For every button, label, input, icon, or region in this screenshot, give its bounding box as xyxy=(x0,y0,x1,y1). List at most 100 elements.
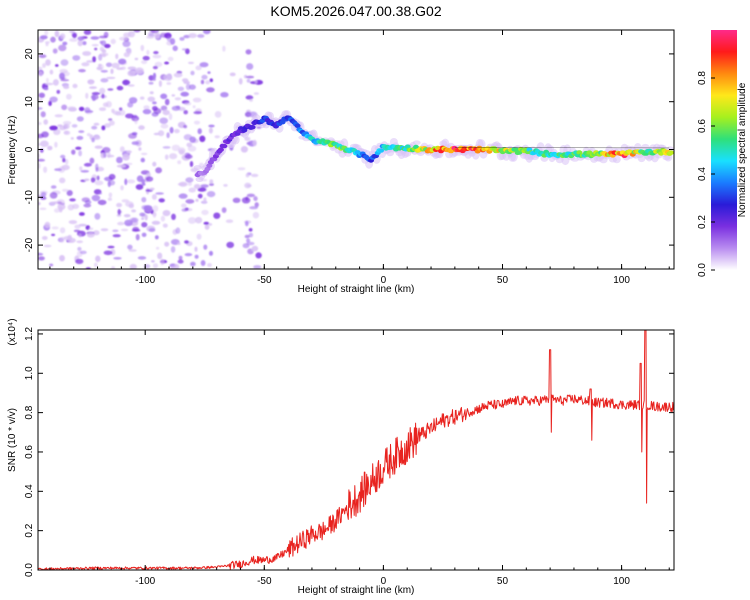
spectrogram-noise-speckle xyxy=(59,72,65,80)
spectrogram-noise-speckle xyxy=(174,97,182,101)
spectrogram-noise-speckle xyxy=(76,135,84,140)
spectrogram-noise-speckle xyxy=(101,125,106,131)
spectrogram-noise-speckle xyxy=(127,150,131,153)
spectrogram-noise-speckle xyxy=(110,38,116,45)
spectrogram-noise-speckle xyxy=(173,72,183,78)
spectrogram-noise-speckle xyxy=(102,102,109,108)
spectrogram-noise-speckle xyxy=(91,94,97,101)
spectrogram-noise-speckle xyxy=(131,217,139,223)
spectrogram-noise-speckle xyxy=(108,173,116,180)
spectrogram-noise-speckle xyxy=(245,220,249,227)
spectrogram-noise-speckle xyxy=(155,167,163,174)
spectrogram-noise-speckle xyxy=(48,100,52,106)
spectrogram-noise-speckle xyxy=(120,66,126,70)
spectrogram-noise-speckle xyxy=(134,57,139,61)
spectrogram-noise-speckle xyxy=(83,30,92,35)
snr-y-tick-label: 1.2 xyxy=(24,327,35,341)
spectrogram-noise-speckle xyxy=(173,263,180,269)
spectrogram-noise-speckle xyxy=(38,70,43,77)
spectrogram-noise-speckle xyxy=(115,111,122,116)
spectrogram-noise-speckle xyxy=(193,120,201,125)
spectrogram-noise-speckle xyxy=(246,238,251,243)
spectrogram-noise-speckle xyxy=(142,55,150,61)
spectrogram-noise-speckle xyxy=(189,161,194,167)
spectrogram-noise-speckle xyxy=(44,82,54,86)
spectrogram-noise-speckle xyxy=(143,205,153,212)
spectrogram-noise-speckle xyxy=(246,78,251,83)
spectrogram-noise-speckle xyxy=(62,41,68,46)
spectrogram-noise-speckle xyxy=(245,173,250,178)
spectrogram-noise-speckle xyxy=(126,162,133,166)
spectrogram-noise-speckle xyxy=(154,32,161,39)
spectrogram-noise-speckle xyxy=(99,40,103,44)
spectrogram-x-tick-label: 50 xyxy=(497,275,509,286)
spectrogram-noise-speckle xyxy=(132,226,140,232)
spectrogram-ridge-halo xyxy=(637,154,646,163)
spectrogram-noise-speckle xyxy=(71,149,76,155)
spectrogram-noise-speckle xyxy=(49,192,58,199)
spectrogram-noise-speckle xyxy=(253,92,259,95)
spectrogram-noise-speckle xyxy=(125,113,134,119)
spectrogram-noise-speckle xyxy=(155,192,164,195)
spectrogram-noise-speckle xyxy=(98,107,107,111)
spectrogram-noise-speckle xyxy=(135,184,144,190)
spectrogram-y-axis: -20 -10 0 10 20 xyxy=(24,48,674,252)
spectrogram-noise-speckle xyxy=(192,105,196,109)
spectrogram-noise-speckle xyxy=(71,124,78,128)
spectrogram-noise-speckle xyxy=(77,39,83,47)
spectrogram-noise-speckle xyxy=(107,245,115,249)
spectrogram-noise-speckle xyxy=(229,72,236,77)
spectrogram-noise-speckle xyxy=(138,147,142,151)
colorbar-tick-label: 0.6 xyxy=(697,119,708,133)
spectrogram-noise-speckle xyxy=(203,197,207,203)
spectrogram-noise-speckle xyxy=(86,232,95,238)
spectrogram-noise-speckle xyxy=(96,175,100,181)
spectrogram-noise-speckle xyxy=(199,62,209,68)
spectrogram-ridge-cell xyxy=(221,143,228,149)
spectrogram-noise-speckle xyxy=(152,205,159,212)
spectrogram-ridge-halo xyxy=(412,140,421,145)
spectrogram-noise-speckle xyxy=(124,178,128,186)
spectrogram-noise-speckle xyxy=(174,128,180,134)
spectrogram-noise-speckle xyxy=(40,192,47,197)
spectrogram-noise-speckle xyxy=(77,246,82,251)
spectrogram-noise-speckle xyxy=(68,220,78,225)
spectrogram-noise-speckle xyxy=(49,263,54,267)
spectrogram-noise-speckle xyxy=(45,59,51,66)
spectrogram-noise-speckle xyxy=(141,232,147,237)
spectrogram-noise-speckle xyxy=(163,74,173,81)
spectrogram-noise-speckle xyxy=(76,116,84,122)
spectrogram-noise-speckle xyxy=(160,105,168,111)
spectrogram-noise-speckle xyxy=(149,187,155,191)
spectrogram-noise-speckle xyxy=(187,182,192,186)
spectrogram-noise-speckle xyxy=(223,184,228,187)
spectrogram-noise-speckle xyxy=(189,136,196,143)
spectrogram-y-tick-label: -20 xyxy=(24,237,35,252)
spectrogram-y-tick-label: 10 xyxy=(24,96,35,108)
spectrogram-noise-speckle xyxy=(181,208,187,212)
spectrogram-ridge-halo xyxy=(193,165,202,170)
spectrogram-noise-speckle xyxy=(99,87,106,94)
spectrogram-noise-speckle xyxy=(123,214,131,218)
spectrogram-noise-speckle xyxy=(91,92,101,95)
spectrogram-noise-speckle xyxy=(59,69,68,74)
spectrogram-noise-speckle xyxy=(169,126,174,134)
spectrogram-noise-speckle xyxy=(116,214,122,217)
spectrogram-noise-speckle xyxy=(94,180,104,186)
snr-y-tick-label: 0.8 xyxy=(24,405,35,419)
spectrogram-noise-speckle xyxy=(153,108,162,115)
spectrogram-noise-speckle xyxy=(69,38,78,42)
spectrogram-noise-speckle xyxy=(91,44,99,47)
spectrogram-y-tick-label: -10 xyxy=(24,190,35,205)
spectrogram-noise-speckle xyxy=(183,124,188,129)
spectrogram-noise-speckle xyxy=(158,130,165,137)
spectrogram-noise-speckle xyxy=(93,122,100,126)
spectrogram-noise-speckle xyxy=(178,193,188,199)
spectrogram-noise-speckle xyxy=(201,209,209,216)
spectrogram-noise-speckle xyxy=(98,35,108,39)
spectrogram-noise-speckle xyxy=(91,125,98,130)
spectrogram-noise-speckle xyxy=(119,146,125,153)
spectrogram-noise-speckle xyxy=(38,107,43,110)
spectrogram-ridge-cell xyxy=(249,125,256,130)
